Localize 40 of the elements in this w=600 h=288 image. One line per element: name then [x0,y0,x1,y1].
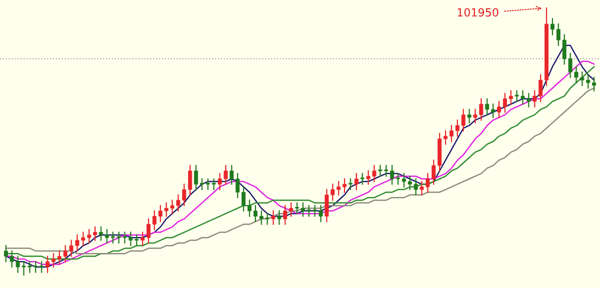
candlestick [104,229,109,244]
candlestick [360,172,364,185]
candlestick [444,130,448,145]
candlestick [146,218,151,244]
candlestick [449,124,454,142]
candlestick [212,178,216,190]
candlestick [354,172,358,190]
candlestick [271,210,276,225]
candlestick [390,164,394,185]
candlestick [485,98,490,116]
candlestick [4,245,8,262]
candlestick [348,178,352,190]
candlestick [51,253,56,268]
candlestick [140,232,145,246]
candlestick [194,164,198,190]
candlestick [152,210,156,230]
candlestick [550,18,554,36]
candlestick [277,210,282,225]
candlestick [497,100,501,118]
candlestick [467,108,472,124]
candlestick [93,226,98,241]
candlestick [248,200,252,217]
candlestick [253,205,258,222]
annotation: 101950 [458,8,498,17]
candlestick [461,108,466,132]
candlestick [508,90,513,105]
candlestick [342,178,347,193]
candlestick [99,226,103,241]
candlestick [396,172,400,185]
candlestick [46,256,50,273]
candlestick [502,92,507,113]
candlestick [242,186,246,212]
candlestick [402,172,406,188]
candlestick [200,178,204,190]
candlestick [300,202,305,217]
candlestick [206,178,210,190]
candlestick [592,76,596,92]
candlestick [491,104,496,118]
candlestick [295,202,300,214]
candlestick [455,120,460,137]
